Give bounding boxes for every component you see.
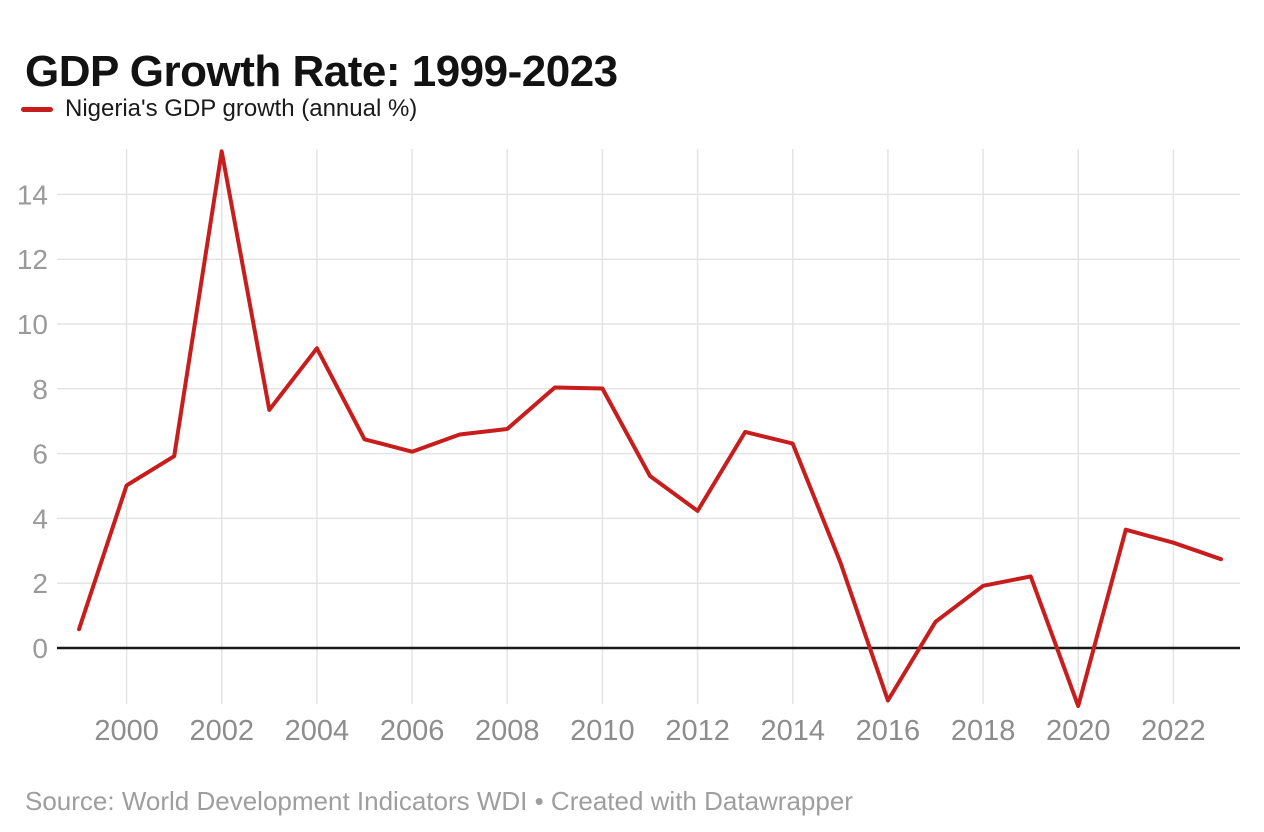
x-axis-tick-label: 2000 <box>94 715 159 747</box>
y-axis-tick-label: 0 <box>32 633 48 664</box>
y-axis-tick-label: 8 <box>32 374 48 405</box>
x-axis-tick-label: 2004 <box>285 715 350 747</box>
x-axis-tick-label: 2018 <box>951 715 1016 747</box>
y-axis-tick-label: 2 <box>32 568 48 599</box>
x-axis-tick-label: 2012 <box>665 715 730 747</box>
x-axis-tick-label: 2002 <box>189 715 254 747</box>
legend-line-swatch-icon <box>21 106 53 112</box>
page-title: GDP Growth Rate: 1999-2023 <box>25 47 618 97</box>
x-axis-tick-label: 2016 <box>856 715 921 747</box>
x-axis-tick-label: 2006 <box>380 715 445 747</box>
x-axis-tick-label: 2014 <box>760 715 825 747</box>
legend: Nigeria's GDP growth (annual %) <box>21 94 417 124</box>
y-axis-tick-label: 12 <box>17 244 48 275</box>
x-axis-tick-label: 2010 <box>570 715 635 747</box>
source-attribution: Source: World Development Indicators WDI… <box>25 786 853 816</box>
x-axis-tick-label: 2020 <box>1046 715 1111 747</box>
y-axis-tick-label: 10 <box>17 309 48 340</box>
y-axis-tick-label: 6 <box>32 439 48 470</box>
x-axis-tick-label: 2008 <box>475 715 540 747</box>
legend-label: Nigeria's GDP growth (annual %) <box>65 95 418 122</box>
x-axis-tick-label: 2022 <box>1141 715 1206 747</box>
y-axis-tick-label: 4 <box>32 503 48 534</box>
gdp-growth-series-line <box>77 149 1223 708</box>
y-axis-tick-label: 14 <box>17 179 48 210</box>
